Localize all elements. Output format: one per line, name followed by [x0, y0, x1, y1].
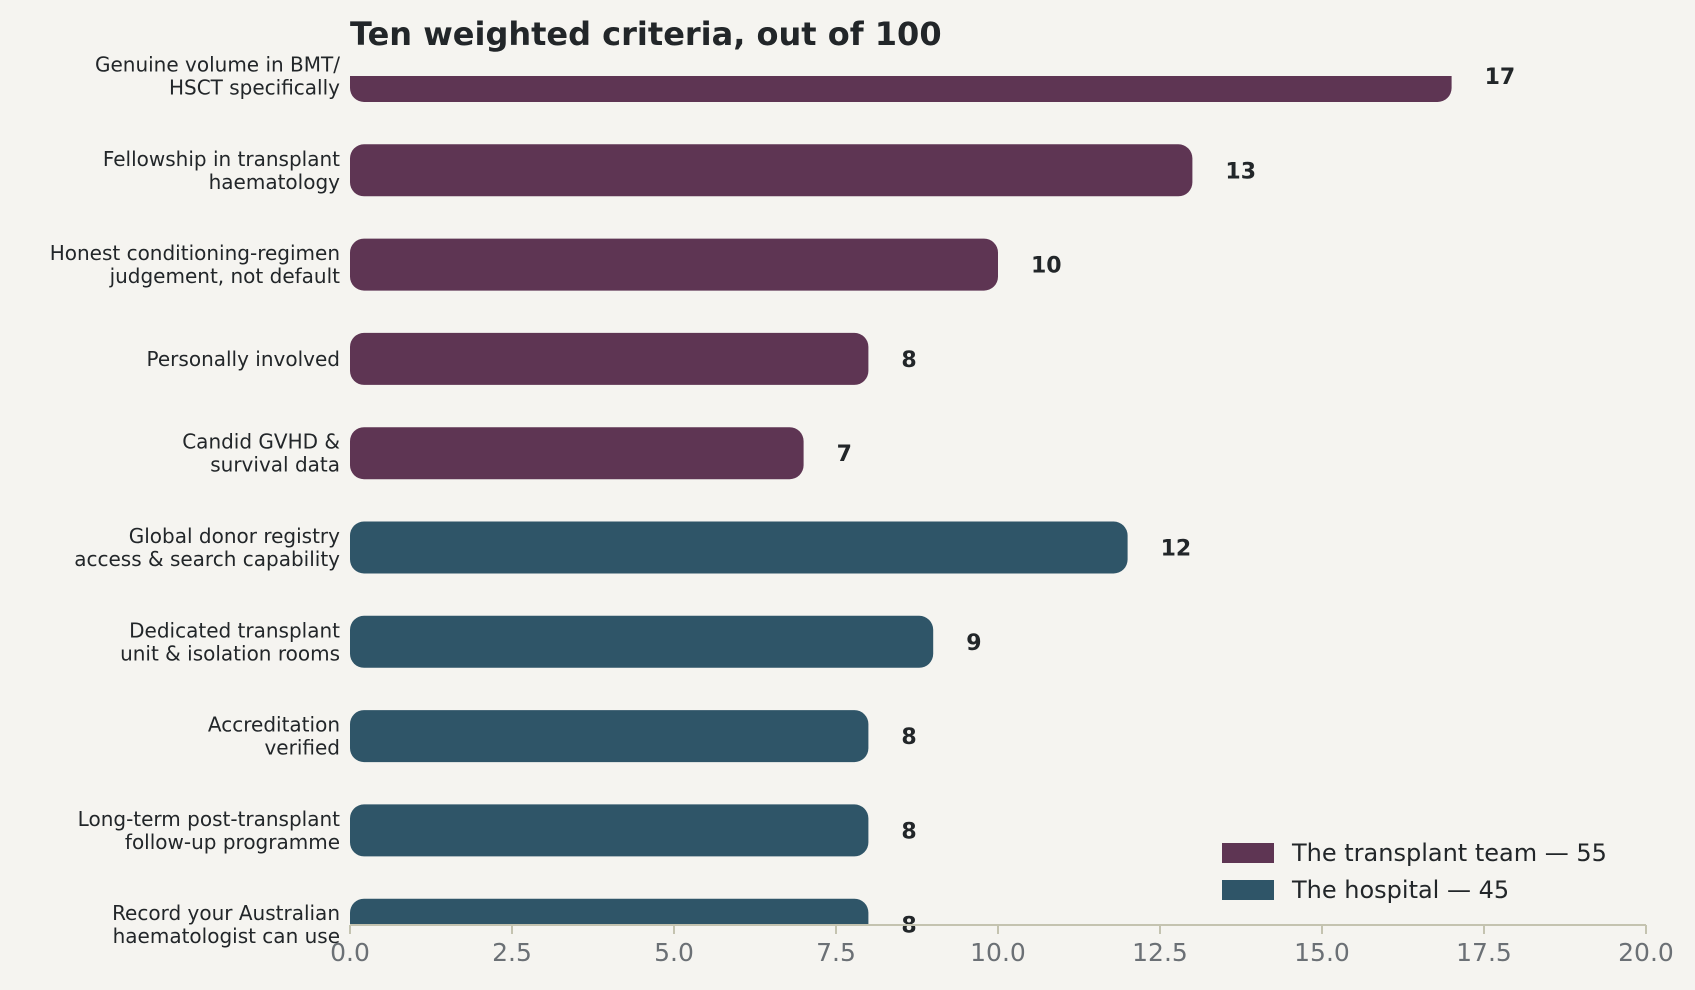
category-label-7: Dedicated transplant unit & isolation roo… [120, 618, 340, 665]
value-label-7: 9 [966, 631, 981, 656]
value-label-2: 13 [1225, 159, 1256, 184]
x-tick-label-9: 20.0 [1618, 938, 1674, 967]
category-label-6: Global donor registry access & search cap… [74, 524, 340, 571]
x-tick-label-6: 12.5 [1132, 938, 1188, 967]
category-label-9: Long-term post-transplant follow-up progr… [78, 807, 340, 854]
bar-3 [350, 238, 998, 291]
bar-5 [350, 427, 804, 480]
x-tick-label-8: 17.5 [1456, 938, 1512, 967]
bar-10 [350, 898, 869, 925]
bar-8 [350, 710, 869, 763]
bar-1 [350, 76, 1452, 102]
bar-4 [350, 332, 869, 385]
x-tick-label-7: 15.0 [1294, 938, 1350, 967]
legend: The transplant team — 55 The hospital — 4… [1222, 839, 1607, 904]
category-label-3: Honest conditioning-regimen judgement, no… [50, 241, 340, 288]
category-labels: Genuine volume in BMT/HSCT specifically F… [50, 53, 341, 949]
x-tick-label-2: 2.5 [492, 938, 532, 967]
category-label-2: Fellowship in transplant haematology [103, 147, 340, 194]
value-label-6: 12 [1161, 537, 1192, 562]
x-tick-label-1: 0.0 [330, 938, 370, 967]
value-labels: 17 13 10 8 7 12 9 8 8 8 [837, 65, 1516, 939]
value-label-8: 8 [901, 725, 916, 750]
legend-swatch-1 [1222, 843, 1274, 863]
category-label-10: Record your Australian haematologist can … [112, 901, 340, 948]
legend-swatch-2 [1222, 880, 1274, 900]
x-tick-label-5: 10.0 [970, 938, 1026, 967]
category-label-5: Candid GVHD & survival data [182, 430, 340, 477]
legend-label-1: The transplant team — 55 [1291, 839, 1607, 867]
x-tick-label-3: 5.0 [654, 938, 694, 967]
value-label-10: 8 [901, 914, 916, 939]
category-label-1: Genuine volume in BMT/HSCT specifically [95, 53, 340, 100]
value-label-4: 8 [901, 348, 916, 373]
legend-label-2: The hospital — 45 [1291, 876, 1509, 904]
bars-layer [350, 76, 1452, 925]
bar-2 [350, 144, 1193, 197]
category-label-4: Personally involved [147, 347, 340, 371]
x-tick-label-4: 7.5 [816, 938, 856, 967]
chart-title: Ten weighted criteria, out of 100 [350, 15, 942, 53]
value-label-1: 17 [1485, 65, 1516, 90]
bar-7 [350, 615, 934, 668]
bar-6 [350, 521, 1128, 574]
value-label-9: 8 [901, 819, 916, 844]
bar-9 [350, 804, 869, 857]
value-label-3: 10 [1031, 254, 1062, 279]
value-label-5: 7 [837, 442, 852, 467]
category-label-8: Accreditation verified [208, 713, 340, 760]
x-axis: 0.0 2.5 5.0 7.5 10.0 12.5 15.0 17.5 20.0 [330, 924, 1674, 967]
